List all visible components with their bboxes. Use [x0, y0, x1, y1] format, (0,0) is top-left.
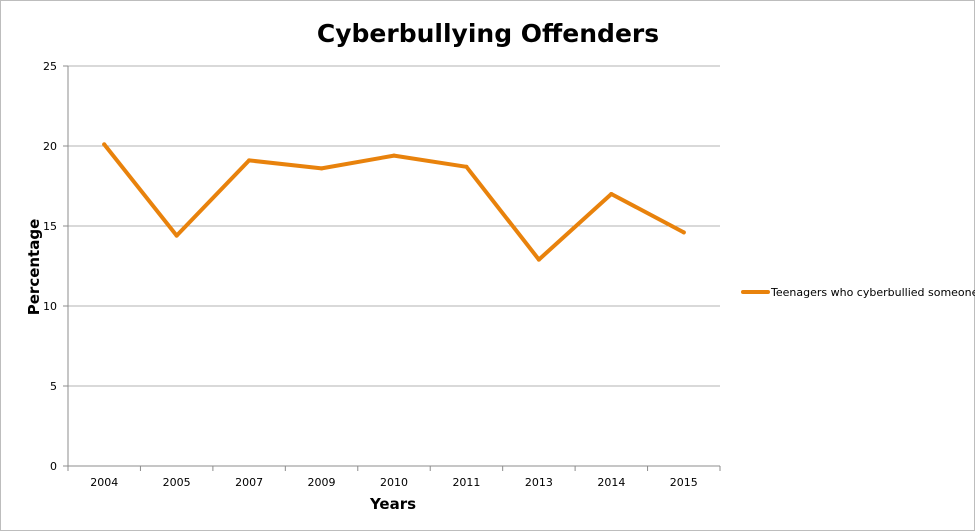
legend-label: Teenagers who cyberbullied someone — [770, 286, 975, 299]
data-point — [536, 257, 541, 262]
y-tick-label: 5 — [50, 380, 57, 393]
axes — [63, 65, 721, 471]
x-axis-title: Years — [369, 495, 416, 513]
y-tick-label: 15 — [43, 220, 57, 233]
series-line — [102, 142, 686, 262]
chart-title: Cyberbullying Offenders — [317, 19, 659, 48]
y-tick-labels: 0 5 10 15 20 25 — [43, 60, 57, 473]
data-point — [609, 192, 614, 196]
x-tick-label: 2015 — [670, 476, 698, 489]
data-point — [319, 166, 324, 171]
y-tick-label: 20 — [43, 140, 57, 153]
data-point — [464, 164, 469, 169]
y-tick-label: 25 — [43, 60, 57, 73]
y-tick-label: 0 — [50, 460, 57, 473]
x-tick-label: 2009 — [308, 476, 336, 489]
data-point — [174, 233, 179, 238]
series-group — [102, 142, 686, 262]
x-tick-label: 2011 — [452, 476, 480, 489]
y-tick-label: 10 — [43, 300, 57, 313]
data-point — [247, 158, 252, 163]
x-tick-label: 2013 — [525, 476, 553, 489]
legend: Teenagers who cyberbullied someone — [741, 286, 975, 299]
y-axis-title: Percentage — [25, 219, 43, 316]
data-point — [392, 153, 396, 158]
gridlines — [68, 65, 720, 387]
data-point — [102, 142, 107, 147]
x-tick-label: 2010 — [380, 476, 408, 489]
x-tick-label: 2005 — [163, 476, 191, 489]
x-tick-label: 2007 — [235, 476, 263, 489]
x-tick-label: 2004 — [90, 476, 118, 489]
x-tick-label: 2014 — [597, 476, 625, 489]
x-tick-labels: 2004 2005 2007 2009 2010 2011 2013 2014 2015 — [90, 476, 698, 489]
data-point — [681, 230, 686, 235]
